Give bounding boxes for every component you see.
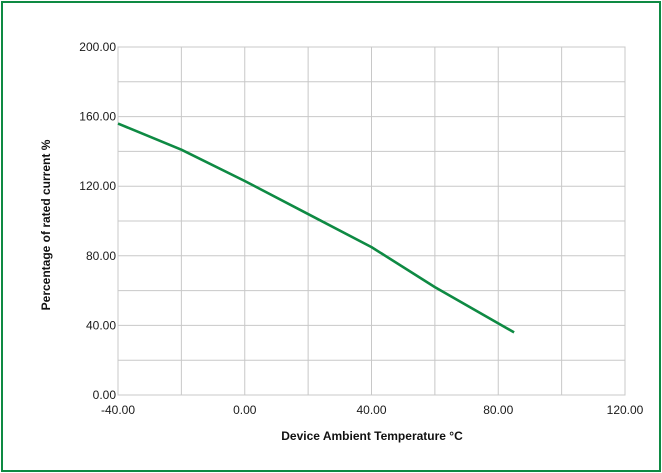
- y-tick-label: 40.00: [86, 318, 116, 332]
- y-tick-label: 160.00: [79, 110, 116, 124]
- series-group: [117, 122, 515, 334]
- plot-border: [117, 46, 626, 396]
- y-tick-label: 200.00: [79, 40, 116, 54]
- line-chart: -40.00 0.00 40.00 80.00 120.00 0.0040.0080.0…: [39, 40, 644, 443]
- x-tick-label: 120.00: [607, 403, 644, 417]
- series-line: [117, 122, 515, 334]
- x-axis-title: Device Ambient Temperature °C: [281, 429, 463, 443]
- x-tick-label: -40.00: [101, 403, 135, 417]
- y-tick-label: 0.00: [93, 388, 117, 402]
- plot-area: [117, 46, 626, 396]
- y-axis-ticks: 0.00 40.00 80.00 120.00 160.00 200.00: [79, 40, 116, 402]
- x-tick-label: 0.00: [233, 403, 257, 417]
- y-tick-label: 120.00: [79, 179, 116, 193]
- x-tick-label: 80.00: [483, 403, 513, 417]
- x-tick-label: 40.00: [356, 403, 386, 417]
- x-axis-ticks: -40.00 0.00 40.00 80.00 120.00: [101, 403, 644, 417]
- grid-lines: [118, 47, 625, 395]
- y-tick-label: 80.00: [86, 249, 116, 263]
- y-axis-title: Percentage of rated current %: [39, 139, 53, 310]
